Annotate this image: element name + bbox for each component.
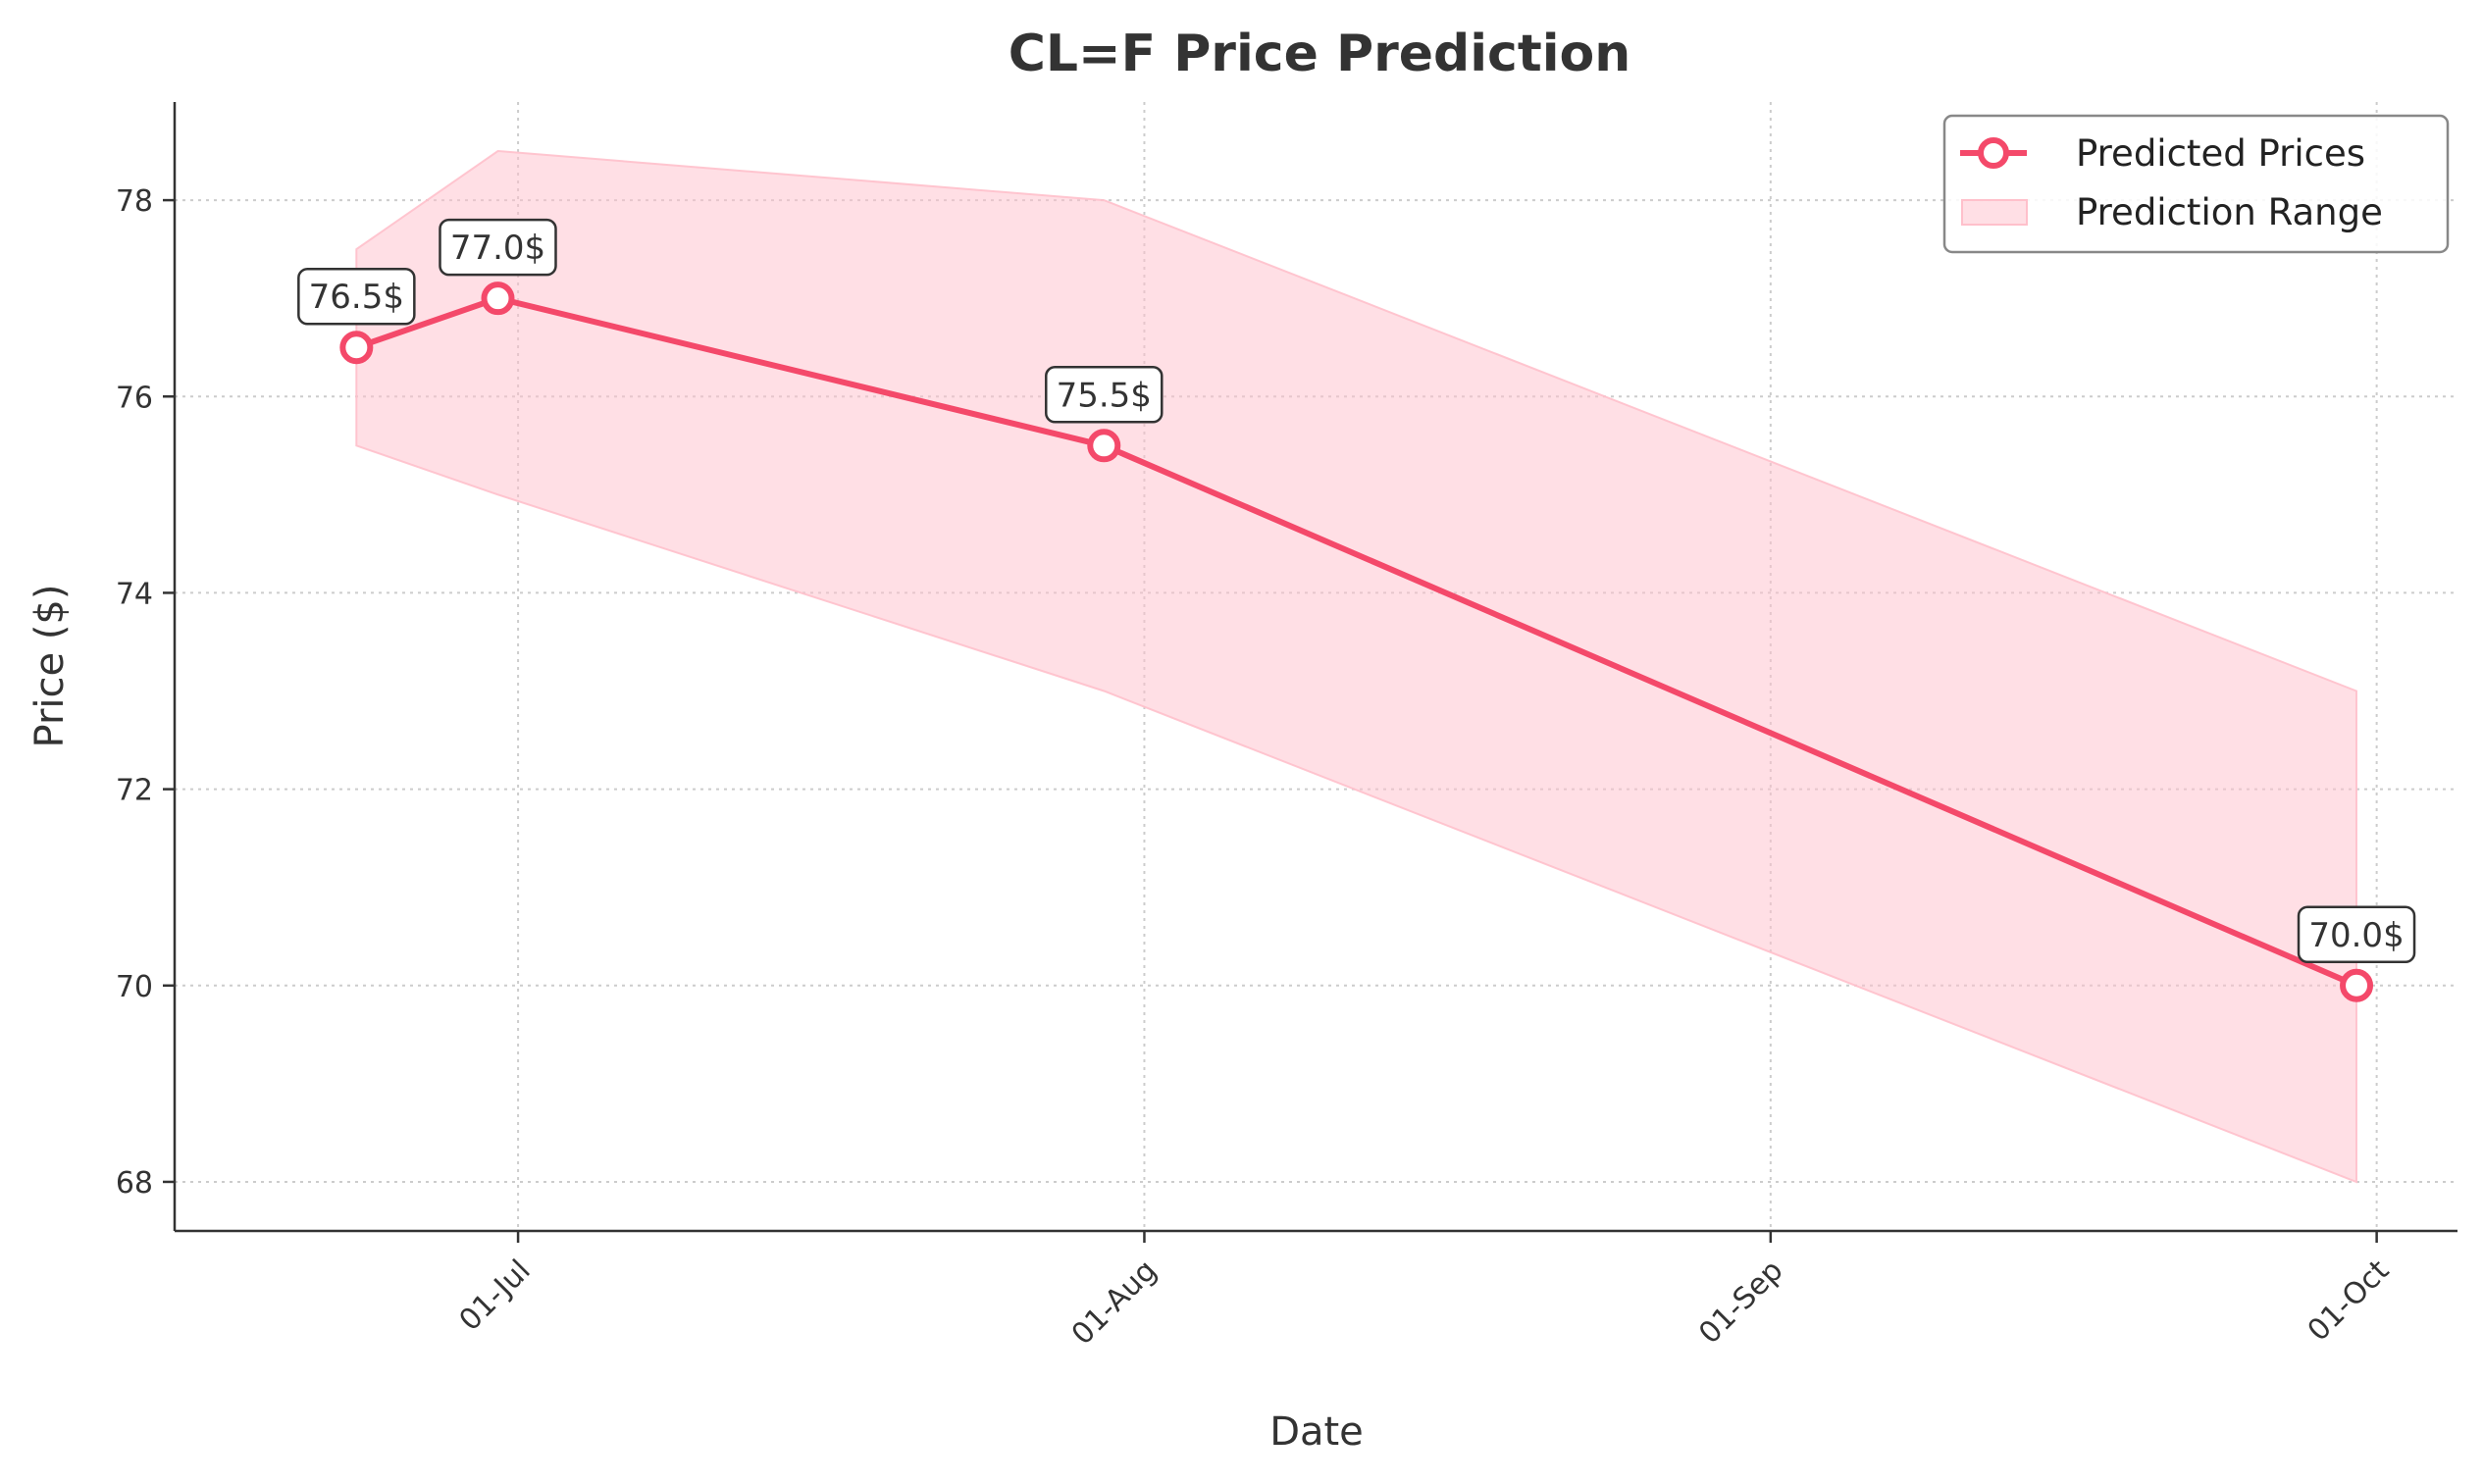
data-label: 75.5$ <box>1045 366 1164 424</box>
data-label: 76.5$ <box>297 267 416 326</box>
legend-band-swatch <box>1961 199 2028 226</box>
y-tick-label: 78 <box>116 184 153 219</box>
y-ticks-layer: 68 70 72 74 76 78 <box>116 184 175 1201</box>
x-tick-label: 01-Oct <box>2302 1254 2397 1349</box>
y-tick-label: 68 <box>116 1166 153 1201</box>
y-tick-label: 76 <box>116 381 153 415</box>
y-axis-title: Price ($) <box>27 585 73 748</box>
points-layer <box>339 281 2374 1002</box>
data-labels-layer: 76.5$ 77.0$ 75.5$ 70.0$ <box>297 218 2416 964</box>
data-label: 70.0$ <box>2297 905 2416 964</box>
data-label-value: 77.0$ <box>450 229 545 268</box>
legend-marker-swatch <box>1978 137 2009 169</box>
legend-label-predicted: Predicted Prices <box>2076 132 2365 175</box>
y-tick-label: 70 <box>116 970 153 1004</box>
data-point <box>481 281 515 316</box>
data-label-value: 70.0$ <box>2308 916 2404 955</box>
data-label-value: 76.5$ <box>309 278 404 317</box>
x-tick-label: 01-Jul <box>453 1254 538 1338</box>
prediction-range-band <box>355 149 2357 1184</box>
y-tick-label: 72 <box>116 774 153 808</box>
data-label-box <box>2297 905 2416 964</box>
x-ticks-layer: 01-Jul 01-Aug 01-Sep 01-Oct <box>453 1231 2397 1352</box>
data-point <box>1087 429 1121 463</box>
legend-frame <box>1942 114 2450 254</box>
x-tick-label: 01-Aug <box>1065 1254 1164 1352</box>
x-axis-title: Date <box>1269 1409 1364 1455</box>
data-point <box>339 331 374 365</box>
data-label-box <box>297 267 416 326</box>
x-tick-label: 01-Sep <box>1692 1254 1789 1351</box>
legend: Predicted Prices Prediction Range <box>1942 114 2450 254</box>
y-tick-label: 74 <box>116 577 153 611</box>
data-label-box <box>1045 366 1164 424</box>
predicted-prices-line <box>355 295 2358 989</box>
legend-label-range: Prediction Range <box>2076 191 2383 233</box>
data-label-box <box>439 218 557 277</box>
chart-title: CL=F Price Prediction <box>1009 25 1631 83</box>
data-point <box>2340 968 2374 1002</box>
data-label: 77.0$ <box>439 218 557 277</box>
data-label-value: 75.5$ <box>1057 376 1152 415</box>
